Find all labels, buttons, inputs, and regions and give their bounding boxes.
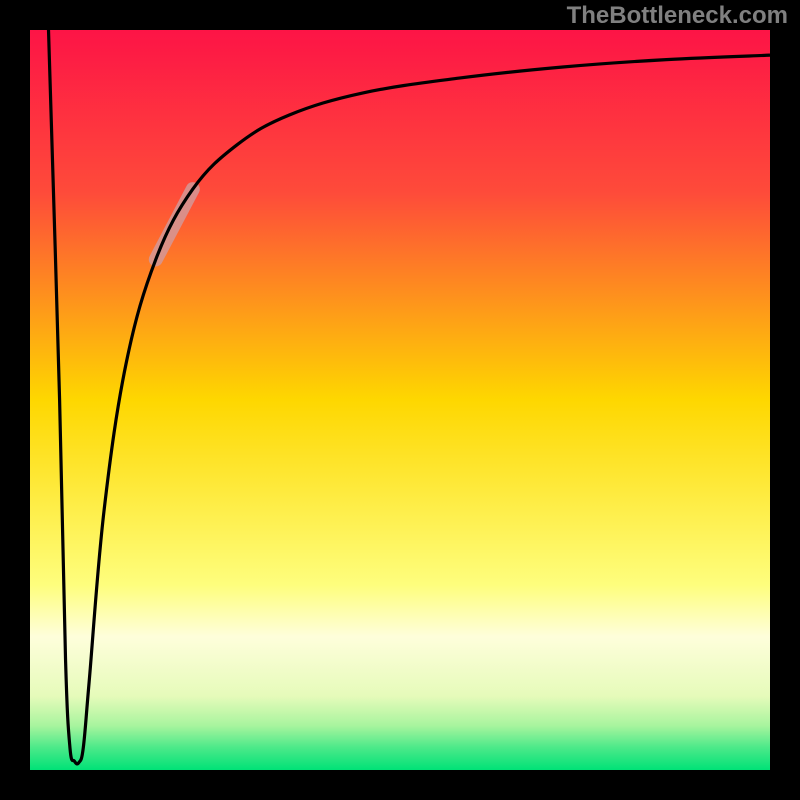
watermark-text: TheBottleneck.com — [567, 2, 788, 30]
border-left — [0, 0, 30, 800]
border-bottom — [0, 770, 800, 800]
border-right — [770, 0, 800, 800]
bottleneck-chart — [0, 0, 800, 800]
chart-container: TheBottleneck.com — [0, 0, 800, 800]
plot-background — [30, 30, 770, 770]
